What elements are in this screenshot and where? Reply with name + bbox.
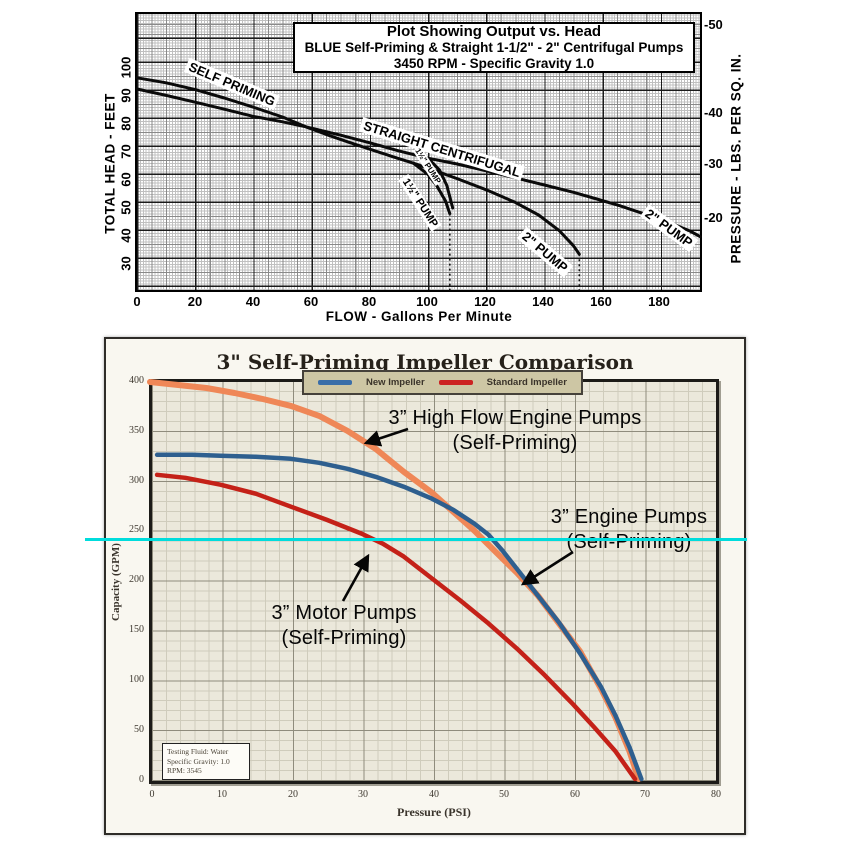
annotation-motor: 3” Motor Pumps (Self-Priming) [257, 601, 431, 651]
test-fluid: Testing Fluid: Water [167, 747, 229, 756]
top-x-axis-title: FLOW - Gallons Per Minute [325, 309, 513, 324]
top-y-right-axis-title: PRESSURE - LBS. PER SQ. IN. [728, 53, 744, 264]
y-tick-psi: -20 [704, 210, 723, 225]
annotation-motor-line1: 3” Motor Pumps [271, 602, 417, 624]
y-tick-psi: -30 [704, 156, 723, 171]
y-tick-feet: 40 [118, 228, 134, 243]
top-chart-title-box: Plot Showing Output vs. Head BLUE Self-P… [293, 22, 695, 73]
x-tick-flow: 100 [416, 294, 438, 309]
x-tick-psi: 20 [288, 789, 298, 800]
x-tick-flow: 80 [361, 294, 377, 309]
annotation-high-flow-line1: 3” High Flow Engine Pumps [388, 407, 642, 429]
x-tick-psi: 60 [570, 789, 580, 800]
y-tick-psi: -50 [704, 17, 723, 32]
y-tick-gpm: 50 [134, 724, 144, 735]
x-tick-psi: 50 [499, 789, 509, 800]
test-conditions-box: Testing Fluid: Water Specific Gravity: 1… [162, 743, 250, 780]
annotation-high-flow-line2: (Self-Priming) [452, 432, 578, 454]
y-tick-gpm: 400 [129, 375, 144, 386]
reference-line-240gpm [85, 538, 747, 541]
y-tick-gpm: 300 [129, 475, 144, 486]
y-tick-feet: 100 [118, 56, 134, 79]
x-tick-flow: 0 [133, 294, 141, 309]
y-tick-feet: 50 [118, 200, 134, 215]
annotation-motor-line2: (Self-Priming) [281, 627, 407, 649]
x-tick-flow: 180 [648, 294, 670, 309]
bottom-x-axis-title: Pressure (PSI) [397, 805, 471, 819]
legend-swatch-standard-impeller [438, 380, 473, 385]
x-tick-psi: 70 [640, 789, 650, 800]
y-tick-gpm: 0 [139, 774, 144, 785]
legend-label-standard-impeller: Standard Impeller [486, 377, 567, 388]
y-tick-gpm: 100 [129, 674, 144, 685]
top-chart-subtitle2: 3450 RPM - Specific Gravity 1.0 [393, 56, 595, 71]
top-chart-subtitle: BLUE Self-Priming & Straight 1-1/2" - 2"… [304, 40, 684, 55]
x-tick-psi: 0 [149, 789, 155, 800]
x-tick-flow: 20 [187, 294, 203, 309]
top-chart-title: Plot Showing Output vs. Head [386, 23, 602, 40]
y-tick-gpm: 200 [129, 574, 144, 585]
legend: New Impeller Standard Impeller [302, 370, 583, 395]
x-tick-psi: 40 [429, 789, 439, 800]
x-tick-flow: 160 [590, 294, 612, 309]
y-tick-gpm: 250 [129, 524, 144, 535]
top-y-left-axis-title: TOTAL HEAD - FEET [102, 93, 118, 234]
annotation-engine-line1: 3” Engine Pumps [550, 506, 708, 528]
legend-label-new-impeller: New Impeller [366, 377, 425, 388]
x-tick-flow: 60 [303, 294, 319, 309]
rpm: RPM: 3545 [167, 766, 202, 775]
x-tick-flow: 120 [474, 294, 496, 309]
y-tick-feet: 30 [118, 256, 134, 271]
y-tick-feet: 60 [118, 172, 134, 187]
x-tick-flow: 40 [245, 294, 261, 309]
y-tick-feet: 80 [118, 116, 134, 131]
x-tick-psi: 10 [217, 789, 227, 800]
y-tick-gpm: 150 [129, 624, 144, 635]
annotation-high-flow: 3” High Flow Engine Pumps (Self-Priming) [386, 406, 644, 456]
y-tick-feet: 70 [118, 144, 134, 159]
specific-gravity: Specific Gravity: 1.0 [167, 756, 230, 766]
x-tick-psi: 30 [358, 789, 368, 800]
y-tick-psi: -40 [704, 105, 723, 120]
annotation-engine-line2: (Self-Priming) [566, 531, 692, 553]
x-tick-psi: 80 [711, 789, 721, 800]
annotation-engine: 3” Engine Pumps (Self-Priming) [543, 505, 715, 555]
x-tick-flow: 140 [532, 294, 554, 309]
y-tick-gpm: 350 [129, 425, 144, 436]
bottom-y-axis-title: Capacity (GPM) [110, 543, 122, 621]
legend-swatch-new-impeller [318, 380, 353, 385]
y-tick-feet: 90 [118, 88, 134, 103]
